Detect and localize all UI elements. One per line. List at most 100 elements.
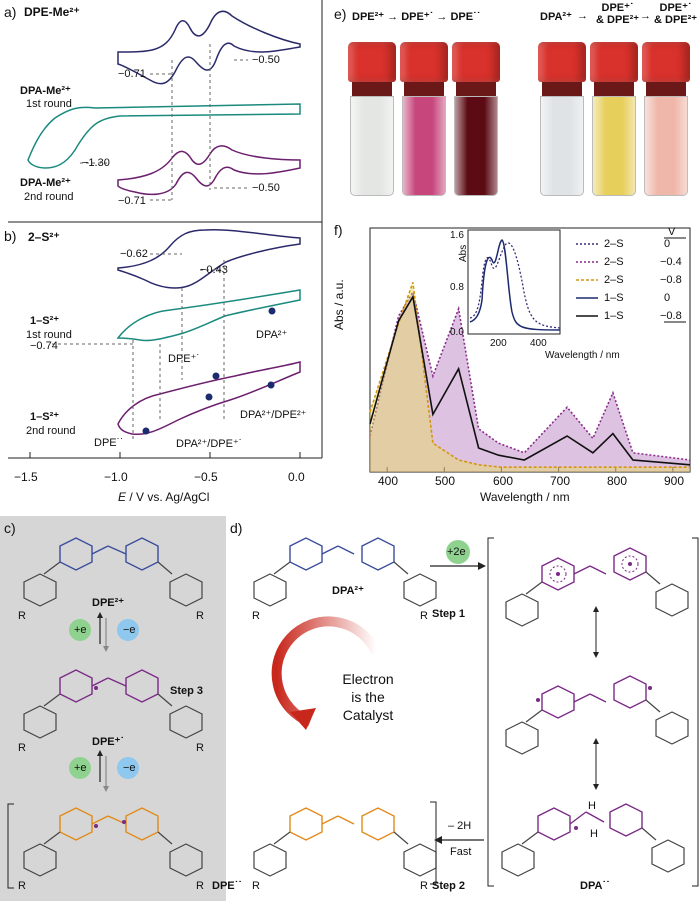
- uvvis-tick-label: 700: [550, 474, 571, 488]
- legend-entry: 0: [664, 292, 671, 304]
- vial-sequence-left: DPE²⁺ → DPE⁺˙ → DPE˙˙: [352, 11, 481, 23]
- cv-tick-label: −0.5: [194, 470, 218, 484]
- cv-marker: [267, 381, 275, 389]
- cv-trace-2s: [117, 228, 301, 289]
- vial-dpa2plus: [538, 42, 586, 196]
- cv-marker-label: DPE˙˙: [94, 437, 124, 449]
- cycle-caption: Electron is the Catalyst: [342, 671, 394, 723]
- inset-line-1s: [469, 239, 561, 331]
- plus-e-badge: +e: [74, 762, 87, 774]
- uvvis-tick-label: 900: [664, 474, 685, 488]
- arrow-glyph: →: [577, 10, 588, 22]
- cv-trace-round: 1st round: [26, 98, 72, 110]
- cv-trace-title: DPA-Me²⁺: [20, 177, 71, 189]
- uvvis-tick-label: 500: [435, 474, 456, 488]
- uvvis-y-label: Abs / a.u.: [332, 279, 346, 330]
- inset-ytick: 0.8: [450, 282, 464, 293]
- vial-dpe-neutral: [452, 42, 500, 196]
- panel-b-label: b): [4, 228, 17, 244]
- panel-c-background: [0, 516, 226, 901]
- cv-peak-value: −0.62: [120, 248, 148, 260]
- vial-dpe2plus: [348, 42, 396, 196]
- cycle-arrow: [271, 616, 381, 727]
- r-group: R: [420, 880, 428, 892]
- panel-d-scheme: [253, 537, 699, 887]
- r-group: R: [196, 742, 204, 754]
- cv-marker: [142, 427, 150, 435]
- r-group: R: [18, 742, 26, 754]
- panel-e-label: e): [334, 6, 347, 22]
- cv-trace-1s-2nd: [117, 361, 301, 436]
- cv-trace-title: 1–S²⁺: [30, 315, 60, 327]
- species-label: DPE⁺˙: [92, 736, 125, 748]
- uvvis-x-label: Wavelength / nm: [480, 490, 570, 504]
- cv-trace-title: 2–S²⁺: [28, 230, 60, 244]
- hydrogen-label: H: [590, 828, 598, 840]
- reaction-condition: Fast: [450, 846, 472, 858]
- cv-trace-dpa-me-1st: [27, 103, 301, 169]
- uvvis-tick-label: 800: [607, 474, 628, 488]
- legend-entry: 2–S: [604, 274, 624, 286]
- cv-peak-value: −1.30: [82, 157, 110, 169]
- uvvis-tick-label: 400: [378, 474, 399, 488]
- panel-c-scheme: [7, 537, 203, 889]
- species-label: DPE²⁺: [92, 597, 125, 609]
- cv-tick-label: −1.0: [104, 470, 128, 484]
- uvvis-series-2s-m04-area: [370, 292, 690, 472]
- vial-mixture-pink: [642, 42, 690, 196]
- r-group: R: [18, 880, 26, 892]
- uvvis-tick-label: 600: [493, 474, 514, 488]
- cv-trace-title: DPA-Me²⁺: [20, 85, 71, 97]
- step-label: Step 1: [432, 608, 466, 620]
- uvvis-series-2s-m08-area: [370, 282, 690, 472]
- cv-tick-label: 0.0: [288, 470, 305, 484]
- cv-trace-title: 1–S²⁺: [30, 411, 60, 423]
- inset-xtick: 400: [530, 338, 547, 349]
- panel-c-label: c): [4, 520, 16, 536]
- vial-mixture-yellow: [590, 42, 638, 196]
- panel-f-label: f): [334, 222, 343, 238]
- cv-trace-round: 2nd round: [26, 425, 76, 437]
- legend-entry: −0.8: [660, 274, 682, 286]
- vial-sequence-right-2: DPE⁺˙ & DPE²⁺: [596, 2, 640, 26]
- panel-a-label: a): [4, 4, 17, 20]
- cv-peak-value: −0.50: [252, 54, 280, 66]
- cv-marker-label: DPE⁺˙: [168, 353, 201, 365]
- panel-d-label: d): [230, 520, 243, 536]
- cv-panel-svg: [8, 0, 323, 459]
- legend-entry: 2–S: [604, 256, 624, 268]
- r-group: R: [18, 610, 26, 622]
- uvvis-series-2s-m04: [369, 289, 691, 461]
- cv-trace-round: 2nd round: [24, 191, 74, 203]
- arrow-glyph: →: [640, 10, 651, 22]
- plus-e-badge: +e: [74, 624, 87, 636]
- cv-marker: [212, 372, 220, 380]
- species-label: DPA˙˙: [580, 880, 610, 892]
- cv-peak-value: −0.71: [118, 195, 146, 207]
- inset-x-label: Wavelength / nm: [545, 350, 620, 361]
- vial-dpe-radical-cation: [400, 42, 448, 196]
- species-label: DPA²⁺: [332, 585, 364, 597]
- legend-header: V: [668, 226, 676, 238]
- minus-e-badge: −e: [123, 762, 136, 774]
- legend-entry: 1–S: [604, 310, 624, 322]
- vial-sequence-right-3: DPE⁺˙ & DPE²⁺: [654, 2, 698, 26]
- cv-marker-label: DPA²⁺/DPE⁺˙: [176, 438, 243, 450]
- cv-marker-label: DPA²⁺/DPE²⁺: [240, 409, 307, 421]
- r-group: R: [420, 610, 428, 622]
- r-group: R: [196, 610, 204, 622]
- inset-ytick: 1.6: [450, 230, 464, 241]
- legend-entry: 0: [664, 238, 671, 250]
- cv-tick-label: −1.5: [14, 470, 38, 484]
- inset-ytick: 0.0: [450, 327, 464, 338]
- cv-peak-value: −0.74: [30, 340, 58, 352]
- step-label: Step 3: [170, 685, 204, 697]
- legend-entry: −0.4: [660, 256, 682, 268]
- legend-entry: 1–S: [604, 292, 624, 304]
- hydrogen-label: H: [588, 800, 596, 812]
- species-label: DPE˙˙: [212, 880, 242, 892]
- r-group: R: [252, 880, 260, 892]
- legend-entry: −0.8: [660, 310, 682, 322]
- legend-entry: 2–S: [604, 238, 624, 250]
- inset-xtick: 200: [490, 338, 507, 349]
